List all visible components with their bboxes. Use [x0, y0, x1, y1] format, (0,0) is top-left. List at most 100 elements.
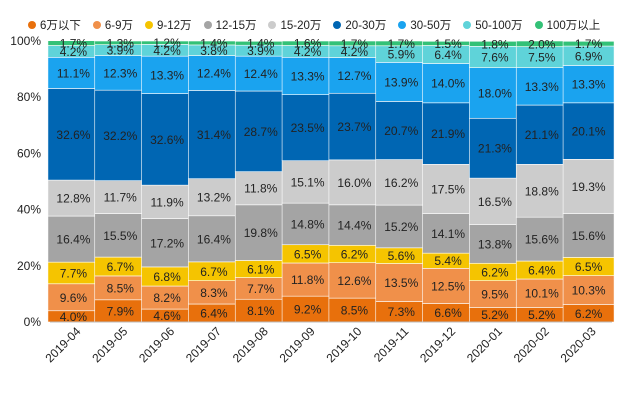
data-label: 19.3%: [572, 180, 606, 194]
data-label: 14.4%: [337, 219, 371, 233]
data-label: 6.7%: [200, 265, 228, 279]
chart-legend: 6万以下 6-9万 9-12万 12-15万 15-20万 20-30万 30-50万 50-…: [28, 17, 612, 33]
y-tick-label-1: 20%: [17, 259, 41, 273]
data-label: 32.6%: [56, 128, 90, 142]
legend-swatch-6: [398, 21, 407, 29]
data-label: 11.7%: [104, 191, 137, 205]
x-tick-label-5: 2019-09: [277, 324, 318, 365]
data-label: 3.9%: [107, 44, 135, 58]
data-label: 13.5%: [384, 276, 418, 290]
data-label: 6.7%: [107, 260, 135, 274]
legend-swatch-4: [268, 21, 277, 29]
bar-segment: [234, 55, 287, 92]
data-label: 28.7%: [244, 125, 278, 139]
bar-segment: [141, 55, 193, 94]
bar-segment: [422, 63, 474, 104]
x-tick-label-11: 2020-03: [558, 324, 599, 365]
data-label: 4.2%: [60, 45, 88, 59]
legend-swatch-1: [92, 21, 101, 29]
data-label: 12.4%: [244, 67, 278, 81]
data-label: 13.3%: [525, 80, 559, 94]
bar-segment: [562, 159, 615, 214]
bar-group-2020-02: 5.2% 10.1% 6.4% 15.6% 18.8% 21.1% 13.3% 7.5%2.0…: [515, 37, 568, 323]
bar-segment: [141, 93, 193, 186]
data-label: 5.2%: [528, 308, 556, 322]
bar-segment: [47, 283, 100, 312]
bar-group-2019-12: 6.6% 12.5% 5.4% 14.1% 17.5% 21.9% 14.0% 6.4%1.5…: [422, 37, 474, 323]
data-label: 12.3%: [103, 66, 137, 80]
data-label: 13.2%: [197, 191, 231, 205]
bar-segment: [281, 262, 334, 297]
data-label: 32.6%: [150, 133, 184, 147]
data-label: 6.8%: [153, 270, 181, 284]
y-tick-label-0: 0%: [24, 315, 42, 329]
x-tick-label-2: 2019-06: [136, 324, 177, 365]
legend-label-6: 30-50万: [410, 20, 452, 32]
data-label: 7.5%: [528, 51, 556, 65]
data-label: 11.8%: [291, 273, 324, 287]
data-label: 15.5%: [103, 229, 137, 243]
legend-label-1: 6-9万: [104, 20, 134, 32]
bar-segment: [328, 204, 381, 246]
data-label: 13.3%: [572, 78, 606, 92]
legend-item-6: 30-50万: [398, 17, 451, 33]
legend-label-5: 20-30万: [345, 20, 387, 32]
data-label: 4.2%: [341, 45, 369, 59]
data-label: 6.6%: [434, 306, 462, 320]
data-label: 17.2%: [150, 236, 184, 250]
bar-segment: [47, 179, 100, 217]
bar-group-2020-03: 6.2% 10.3% 6.5% 15.6% 19.3% 20.1% 13.3% 6.9%1.7…: [562, 37, 615, 323]
data-label: 1.5%: [434, 37, 462, 51]
data-label: 13.3%: [150, 68, 184, 82]
legend-swatch-8: [534, 21, 543, 29]
data-label: 4.6%: [153, 309, 181, 323]
data-label: 5.2%: [481, 308, 509, 322]
bar-segment: [562, 275, 615, 305]
data-label: 12.6%: [337, 274, 371, 288]
x-tick-label-8: 2019-12: [417, 324, 458, 365]
data-label: 12.5%: [431, 279, 465, 293]
data-label: 21.9%: [431, 127, 465, 141]
data-label: 5.9%: [388, 48, 416, 62]
bar-segment: [375, 159, 428, 206]
data-label: 31.4%: [197, 128, 231, 142]
data-label: 16.4%: [197, 232, 231, 246]
bar-segment: [281, 202, 334, 246]
data-label: 6.2%: [481, 265, 509, 279]
x-tick-label-7: 2019-11: [371, 324, 412, 365]
data-label: 1.7%: [60, 37, 88, 51]
legend-item-5: 20-30万: [333, 17, 386, 33]
data-label: 8.5%: [341, 304, 369, 318]
legend-item-3: 12-15万: [203, 17, 256, 33]
bar-segment: [234, 204, 287, 261]
x-tick-label-9: 2020-01: [464, 324, 505, 365]
bar-segment: [515, 104, 568, 165]
data-label: 6.4%: [434, 48, 462, 62]
data-label: 16.5%: [478, 195, 512, 209]
y-tick-label-5: 100%: [10, 34, 41, 48]
x-tick-label-3: 2019-07: [183, 324, 224, 365]
x-tick-label-0: 2019-04: [42, 324, 83, 365]
bar-segment: [328, 159, 381, 206]
data-label: 16.0%: [337, 176, 371, 190]
data-label: 1.7%: [388, 37, 416, 51]
legend-swatch-3: [203, 21, 212, 29]
data-label: 12.4%: [197, 67, 231, 81]
data-label: 14.8%: [291, 217, 325, 231]
bar-group-2019-09: 9.2% 11.8% 6.5% 14.8% 15.1% 23.5% 13.3% 4.2%1.6…: [281, 37, 334, 323]
data-label: 1.7%: [575, 37, 603, 51]
data-label: 1.3%: [107, 36, 135, 50]
legend-item-0: 6万以下: [28, 17, 81, 33]
data-label: 8.2%: [153, 291, 181, 305]
data-label: 9.2%: [294, 303, 322, 317]
legend-swatch-5: [333, 21, 342, 29]
data-label: 11.1%: [57, 66, 90, 80]
bar-group-2019-07: 6.4% 8.3% 6.7% 16.4% 13.2% 31.4% 12.4% 3.8%1.4%: [188, 36, 240, 323]
data-label: 4.0%: [60, 310, 88, 324]
data-label: 6.4%: [200, 307, 228, 321]
bar-segment: [328, 262, 381, 299]
data-label: 1.4%: [247, 37, 275, 51]
data-label: 5.4%: [434, 254, 462, 268]
